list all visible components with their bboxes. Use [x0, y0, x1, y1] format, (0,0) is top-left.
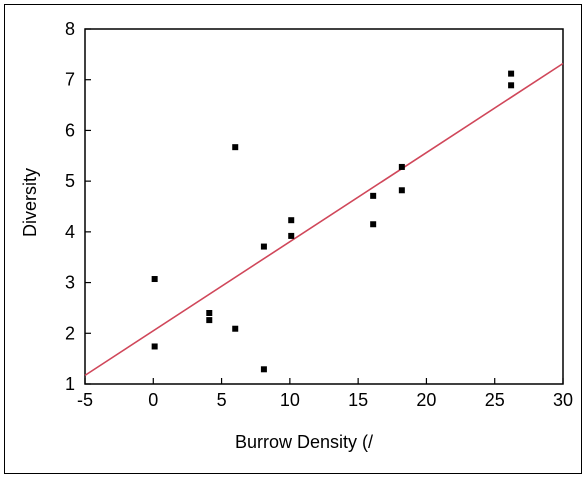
- data-point: [232, 325, 239, 332]
- x-tick-label: 25: [485, 390, 505, 410]
- x-tick-label: 20: [416, 390, 436, 410]
- data-point: [206, 310, 213, 316]
- data-point: [232, 144, 239, 151]
- y-axis-title: Diversity: [20, 168, 40, 237]
- y-axis-ticks: 1 2 3 4 5 6 7 8: [65, 19, 91, 394]
- data-point: [288, 217, 295, 224]
- data-point: [260, 366, 267, 373]
- x-tick-label: 0: [148, 390, 158, 410]
- x-tick-label: 15: [348, 390, 368, 410]
- data-point: [206, 317, 213, 324]
- data-point: [288, 232, 295, 239]
- data-point: [398, 187, 405, 194]
- plot-area: [84, 28, 564, 385]
- y-tick-label: 7: [65, 70, 75, 90]
- data-point: [508, 70, 515, 77]
- y-tick-label: 6: [65, 120, 75, 140]
- data-point: [508, 82, 515, 89]
- y-tick-label: 5: [65, 171, 75, 191]
- data-point: [151, 343, 158, 350]
- x-axis-title: Burrow Density (/: [235, 432, 373, 452]
- data-points: [151, 70, 515, 373]
- y-tick-label: 4: [65, 222, 75, 242]
- x-tick-label: 5: [217, 390, 227, 410]
- data-point: [398, 163, 405, 170]
- y-tick-label: 8: [65, 19, 75, 39]
- data-point: [151, 276, 158, 283]
- x-tick-label: 10: [280, 390, 300, 410]
- data-point: [370, 221, 377, 228]
- y-tick-label: 2: [65, 323, 75, 343]
- data-point: [260, 243, 267, 250]
- y-tick-label: 3: [65, 273, 75, 293]
- x-tick-label: -5: [77, 390, 93, 410]
- x-tick-label: 30: [553, 390, 573, 410]
- y-tick-label: 1: [65, 374, 75, 394]
- data-point: [370, 192, 377, 199]
- x-axis-ticks: -5 0 5 10 15 20 25 30: [77, 378, 573, 410]
- fit-line: [84, 62, 564, 377]
